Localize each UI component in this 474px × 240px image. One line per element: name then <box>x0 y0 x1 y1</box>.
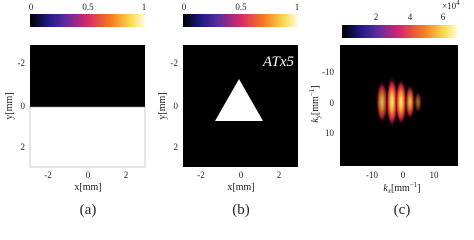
spectrum-lobe <box>376 80 388 124</box>
image-bright <box>29 106 146 168</box>
label-part: [mm <box>310 96 321 115</box>
colorbar-scale: ×104 <box>442 0 460 11</box>
y-tick-label: -2 <box>18 58 26 68</box>
label-part: ] <box>310 85 321 88</box>
colorbar-tick: 0.5 <box>235 2 247 12</box>
x-tick-label: 0 <box>401 170 406 180</box>
caption: (b) <box>232 202 250 218</box>
y-tick-label: 2 <box>174 142 179 152</box>
x-label: kx[mm−1] <box>383 181 420 195</box>
triangle-aperture <box>215 79 263 121</box>
label-part: −1 <box>410 181 418 189</box>
panel-b: 0 0.5 1 ATx5 -2 0 2 -2 0 2 x[mm] y[mm] (… <box>157 2 299 218</box>
colorbar <box>183 14 298 27</box>
y-label: ky[mm−1] <box>308 85 322 122</box>
panel-c: 2 4 6 ×104 -10 0 10 -10 0 10 kx[mm−1] ky… <box>308 0 460 218</box>
x-tick-label: 0 <box>239 170 244 180</box>
scale-exponent: 4 <box>456 0 460 7</box>
spectrum-lobe <box>386 76 398 128</box>
label-part: k <box>383 183 388 194</box>
x-tick-label: 10 <box>430 170 440 180</box>
x-tick-label: 0 <box>86 170 91 180</box>
figure: 0 0.5 1 -2 0 2 -2 0 2 x[mm] y[mm] (a) 0 … <box>4 0 460 218</box>
spectrum-lobe <box>405 84 415 120</box>
colorbar-tick: 0.5 <box>82 2 94 12</box>
caption: (a) <box>80 202 97 218</box>
colorbar <box>30 14 145 27</box>
label-part: x <box>387 187 392 195</box>
x-tick-label: 2 <box>277 170 282 180</box>
label-part: −1 <box>308 88 316 96</box>
image-dark <box>30 45 145 107</box>
colorbar-tick: 0 <box>29 2 34 12</box>
y-tick-label: 0 <box>174 101 179 111</box>
x-tick-label: -2 <box>44 170 52 180</box>
y-tick-label: 0 <box>330 98 335 108</box>
spectrum-lobe <box>414 91 422 113</box>
label-part: k <box>310 118 321 123</box>
x-tick-label: 2 <box>124 170 129 180</box>
colorbar-tick: 0 <box>182 2 187 12</box>
y-label: y[mm] <box>4 92 15 119</box>
x-label: x[mm] <box>227 182 254 193</box>
colorbar-tick: 4 <box>408 12 413 22</box>
spectrum-lobe <box>395 78 407 126</box>
y-tick-label: -2 <box>171 58 179 68</box>
x-tick-label: -10 <box>366 170 378 180</box>
y-tick-label: 10 <box>325 128 335 138</box>
caption: (c) <box>394 202 411 218</box>
label-part: [mm <box>391 183 410 194</box>
x-tick-label: -2 <box>197 170 205 180</box>
y-tick-label: 0 <box>21 101 26 111</box>
y-tick-label: -10 <box>322 67 334 77</box>
label-part: ] <box>417 183 420 194</box>
scale-base: ×10 <box>442 1 457 11</box>
spectrum <box>376 76 422 128</box>
x-label: x[mm] <box>74 182 101 193</box>
colorbar-tick: 6 <box>441 12 446 22</box>
colorbar <box>342 25 458 38</box>
colorbar-tick: 2 <box>374 12 379 22</box>
colorbar-tick: 1 <box>142 2 147 12</box>
y-tick-label: 2 <box>21 142 26 152</box>
label-part: y <box>314 114 322 119</box>
y-label: y[mm] <box>157 92 168 119</box>
panel-a: 0 0.5 1 -2 0 2 -2 0 2 x[mm] y[mm] (a) <box>4 2 146 218</box>
annotation: ATx5 <box>262 54 295 70</box>
colorbar-tick: 1 <box>295 2 300 12</box>
